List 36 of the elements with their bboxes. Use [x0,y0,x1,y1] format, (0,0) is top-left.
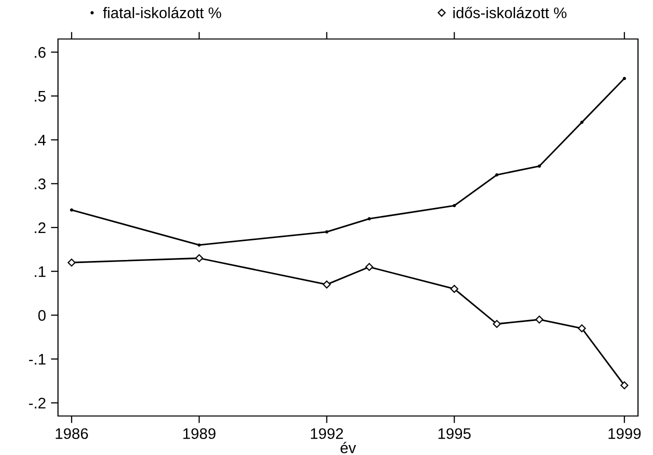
point [68,258,76,267]
point [325,230,328,234]
y-tick-label: .1 [34,266,46,277]
y-tick-label: 0 [38,310,46,321]
point [70,208,74,212]
point [195,254,204,262]
line-series [70,76,626,247]
point [368,217,371,220]
point [620,381,628,390]
x-tick-label: 1992 [310,428,343,440]
point [580,120,584,124]
legend-label: fiatal-iskolázott % [103,6,222,18]
point [452,204,456,208]
point [492,320,501,328]
y-tick-label: -.1 [29,354,46,365]
x-tick-label: 1995 [438,428,471,440]
point [450,284,458,293]
point [622,76,626,80]
x-axis-title: év [340,442,356,454]
point [578,324,586,332]
x-tick-label: 1989 [183,428,216,440]
point [365,262,374,271]
y-tick-label: .4 [34,134,46,146]
x-tick-label: 1986 [56,428,88,440]
point [198,243,201,247]
point [538,164,541,168]
legend-label: idős-iskolázott % [453,6,566,18]
y-tick-label: .6 [34,47,46,58]
y-tick-label: .2 [34,222,46,234]
point [322,280,331,288]
x-tick-label: 1999 [608,428,641,440]
y-tick-label: -.2 [29,398,46,408]
y-tick-label: .5 [34,91,46,102]
point [535,316,544,324]
point [495,173,498,176]
y-tick-label: .3 [34,178,46,190]
